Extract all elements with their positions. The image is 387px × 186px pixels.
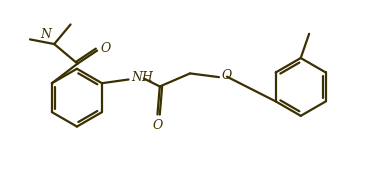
Text: O: O [153, 119, 163, 132]
Text: N: N [40, 28, 51, 41]
Text: O: O [221, 69, 231, 82]
Text: NH: NH [131, 71, 153, 84]
Text: O: O [100, 42, 111, 55]
